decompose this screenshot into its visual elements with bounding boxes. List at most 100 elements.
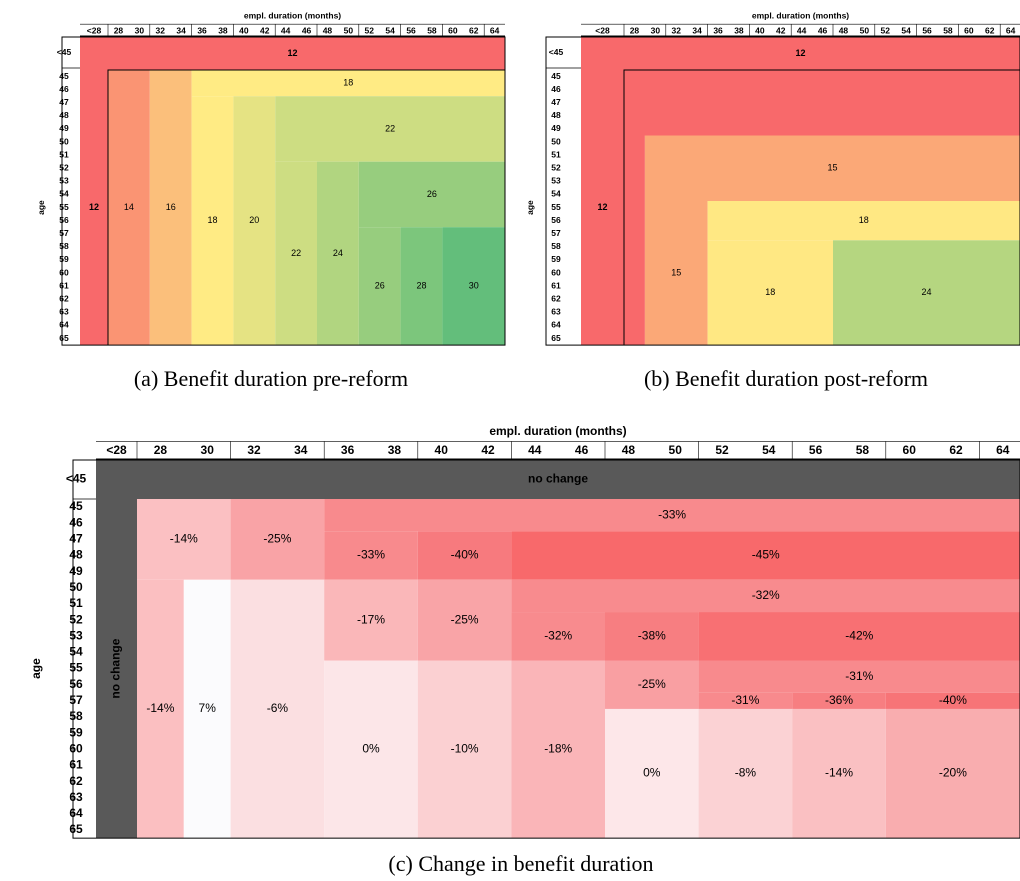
panel: 12 12 15 15 18 18 24 empl. duration (months) <28… [525, 10, 1020, 391]
cell-label: 28 [416, 281, 426, 291]
cell [80, 37, 505, 70]
cell-label: -32% [544, 628, 572, 642]
column-label: 60 [964, 25, 974, 35]
cell [707, 240, 833, 346]
caption: (c) Change in benefit duration [388, 851, 653, 876]
row-label: 47 [551, 97, 561, 107]
column-label: 30 [201, 443, 215, 457]
cell [80, 70, 108, 346]
column-label: 64 [1006, 25, 1016, 35]
cell [442, 227, 505, 346]
column-label: 62 [469, 25, 479, 35]
cell [417, 660, 512, 839]
cell-label: -14% [146, 701, 174, 715]
row-label: 61 [551, 280, 561, 290]
row-label: 45 [59, 71, 69, 81]
cell [698, 708, 793, 839]
cell [324, 499, 1020, 532]
cell-label: 0% [643, 766, 661, 780]
cell-label: -33% [357, 548, 385, 562]
column-label: <28 [595, 25, 610, 35]
row-label: 59 [59, 254, 69, 264]
y-title: age [525, 200, 535, 215]
cell [233, 96, 276, 346]
cell-label: -38% [638, 628, 666, 642]
cell [792, 692, 886, 709]
row-label: 63 [59, 307, 69, 317]
cell-label: -31% [731, 693, 759, 707]
cell [605, 612, 699, 661]
cell [96, 499, 137, 839]
row-label: 46 [69, 515, 83, 529]
column-label: 30 [135, 25, 145, 35]
cell-label: -40% [939, 693, 967, 707]
cell [605, 660, 699, 709]
column-label: 56 [922, 25, 932, 35]
row-label: 49 [551, 123, 561, 133]
cell [698, 660, 1020, 693]
row-label: 47 [69, 532, 83, 546]
cell [358, 161, 505, 228]
row-label: 64 [69, 806, 83, 820]
column-label: 40 [239, 25, 249, 35]
x-title: empl. duration (months) [489, 424, 626, 438]
column-label: 64 [996, 443, 1010, 457]
cell [605, 708, 699, 839]
row-label: 54 [59, 189, 69, 199]
cell-label: -31% [845, 669, 873, 683]
cell [275, 161, 317, 346]
cell-label: -42% [845, 628, 873, 642]
cell [511, 612, 605, 661]
column-label: 62 [985, 25, 995, 35]
row-label: 57 [551, 228, 561, 238]
column-label: 36 [713, 25, 723, 35]
cell-label: 20 [249, 215, 259, 225]
cell-label: 15 [827, 163, 837, 173]
column-label: 52 [715, 443, 729, 457]
row-label: 65 [551, 333, 561, 343]
row-label: 55 [69, 661, 83, 675]
row-label: 52 [551, 163, 561, 173]
column-label: 58 [856, 443, 870, 457]
x-title: empl. duration (months) [244, 10, 341, 20]
row-label: 49 [59, 123, 69, 133]
row-label: 64 [59, 320, 69, 330]
cell-label: -14% [170, 532, 198, 546]
cell-label: 22 [291, 248, 301, 258]
column-label: 38 [388, 443, 402, 457]
column-label: 34 [294, 443, 308, 457]
row-label: 56 [59, 215, 69, 225]
row-label: 46 [59, 84, 69, 94]
cell [96, 460, 1020, 499]
caption: (b) Benefit duration post-reform [644, 366, 928, 391]
cell [230, 499, 325, 580]
column-label: 64 [490, 25, 500, 35]
cell-label: -20% [939, 766, 967, 780]
column-label: 56 [809, 443, 823, 457]
cell [137, 579, 184, 839]
cell [511, 531, 1020, 580]
row-label: 58 [551, 241, 561, 251]
cell-label: 22 [385, 123, 395, 133]
row-label: 53 [69, 628, 83, 642]
cell-label: 24 [333, 248, 343, 258]
cell [624, 70, 1020, 136]
row-label: 56 [551, 215, 561, 225]
panel: 12 12 14 16 18 18 20 22 22 24 26 26 28 30 empl. durati… [36, 10, 506, 391]
cell-label: 7% [199, 701, 217, 715]
table-outline [61, 36, 506, 346]
cell-label: 18 [859, 215, 869, 225]
row-label: 52 [59, 163, 69, 173]
column-label: <28 [87, 25, 102, 35]
cell [149, 70, 192, 346]
cell [792, 708, 886, 839]
column-label: 48 [622, 443, 636, 457]
row-label: 53 [59, 176, 69, 186]
cell-label: -25% [451, 612, 479, 626]
column-label: 34 [176, 25, 186, 35]
cell-label: -8% [735, 766, 757, 780]
column-label: 38 [218, 25, 228, 35]
column-label: 60 [903, 443, 917, 457]
cell [358, 227, 401, 346]
column-label: 32 [247, 443, 261, 457]
